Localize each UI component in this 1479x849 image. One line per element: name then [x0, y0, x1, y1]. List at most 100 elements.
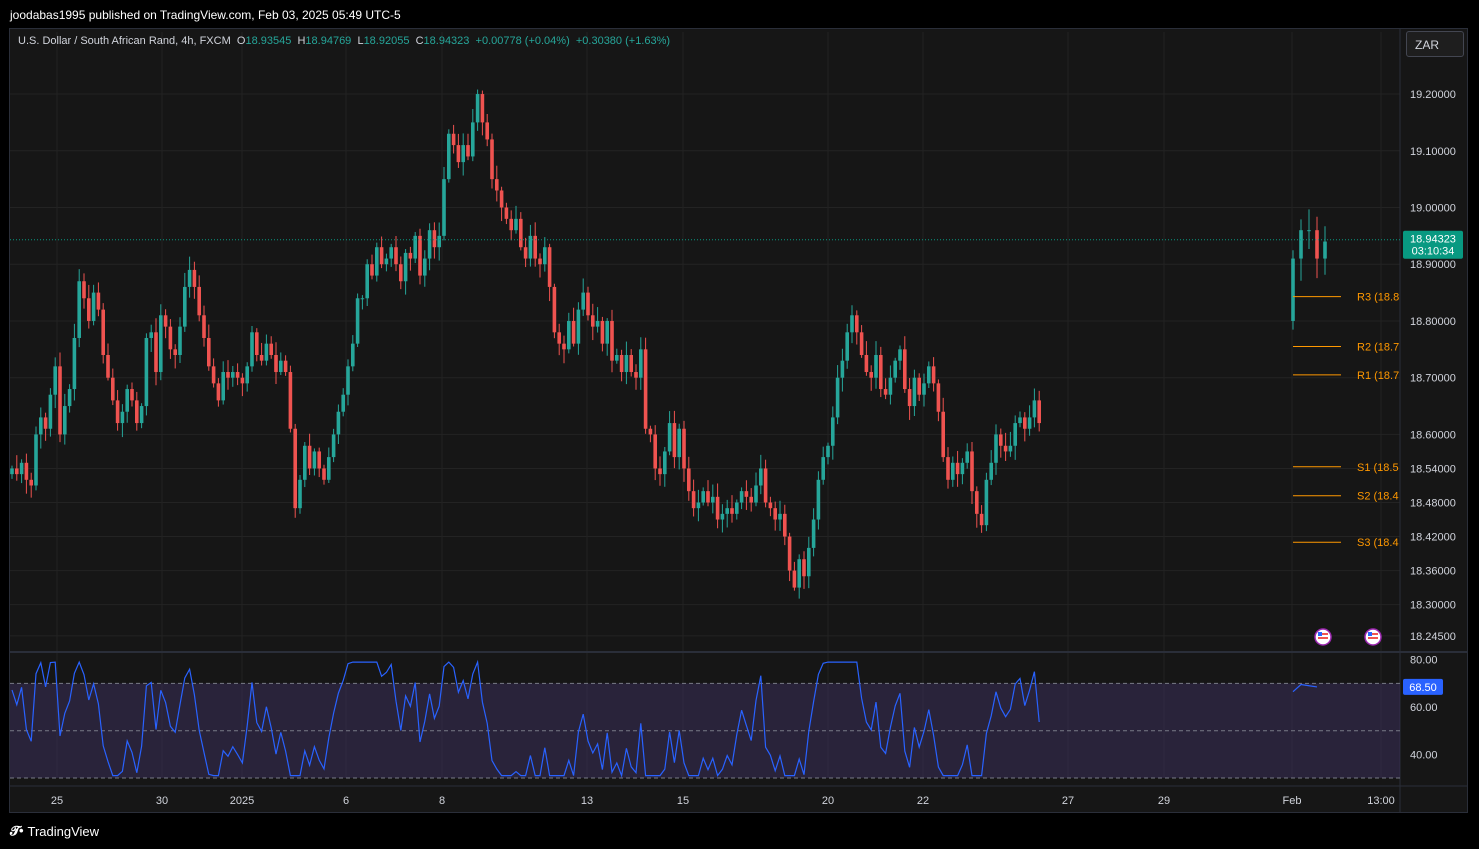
candle[interactable] — [605, 320, 609, 344]
candle[interactable] — [533, 235, 537, 259]
candle[interactable] — [571, 320, 576, 344]
candle[interactable] — [1323, 241, 1327, 259]
candle[interactable] — [144, 337, 149, 407]
candle[interactable] — [466, 145, 470, 157]
candle[interactable] — [1018, 417, 1022, 424]
candle[interactable] — [955, 462, 960, 475]
candle[interactable] — [259, 355, 264, 361]
candle[interactable] — [1291, 258, 1295, 321]
candle[interactable] — [927, 366, 931, 384]
candle[interactable] — [413, 235, 417, 259]
candle[interactable] — [951, 462, 955, 480]
candle[interactable] — [499, 190, 504, 208]
rsi-value-badge[interactable] — [1403, 678, 1443, 695]
candle[interactable] — [1299, 230, 1303, 259]
candle[interactable] — [173, 349, 177, 355]
candle[interactable] — [821, 457, 825, 480]
candle[interactable] — [696, 502, 701, 509]
candle[interactable] — [427, 230, 432, 259]
candle[interactable] — [634, 372, 638, 378]
candle[interactable] — [490, 139, 494, 180]
candle[interactable] — [231, 372, 235, 378]
candle[interactable] — [1315, 230, 1319, 259]
candle[interactable] — [931, 366, 936, 384]
candle[interactable] — [835, 377, 840, 418]
candle[interactable] — [120, 411, 125, 424]
candle[interactable] — [293, 428, 297, 509]
candle[interactable] — [619, 355, 624, 373]
candle[interactable] — [67, 389, 72, 407]
time-axis-tick[interactable]: 13 — [581, 795, 593, 807]
candle[interactable] — [15, 468, 19, 475]
candle[interactable] — [591, 315, 595, 327]
candle[interactable] — [202, 315, 206, 338]
candle[interactable] — [816, 479, 821, 520]
candle[interactable] — [903, 349, 907, 390]
candle[interactable] — [475, 94, 480, 123]
candle[interactable] — [1023, 417, 1027, 429]
candle[interactable] — [1307, 230, 1311, 232]
candle[interactable] — [139, 406, 144, 424]
candle[interactable] — [912, 377, 917, 407]
candle[interactable] — [87, 298, 91, 321]
candle[interactable] — [730, 508, 734, 514]
candle[interactable] — [797, 559, 801, 588]
candle[interactable] — [653, 434, 657, 469]
candle[interactable] — [975, 491, 979, 514]
time-axis-tick[interactable]: 22 — [917, 795, 929, 807]
candle[interactable] — [840, 360, 845, 378]
candle[interactable] — [91, 292, 96, 321]
candle[interactable] — [331, 434, 336, 458]
tradingview-brand[interactable]: 𝓣• TradingView — [10, 823, 99, 839]
candle[interactable] — [283, 360, 288, 373]
time-axis-tick[interactable]: 27 — [1062, 795, 1074, 807]
candle[interactable] — [643, 349, 648, 429]
candle[interactable] — [567, 320, 571, 350]
candle[interactable] — [53, 366, 57, 395]
candle[interactable] — [125, 389, 129, 412]
candle[interactable] — [595, 320, 600, 327]
candle[interactable] — [811, 519, 816, 548]
candle[interactable] — [365, 264, 369, 299]
candle[interactable] — [504, 207, 509, 219]
candle[interactable] — [1032, 400, 1037, 418]
candle[interactable] — [1013, 423, 1017, 446]
candle[interactable] — [456, 145, 461, 163]
candle[interactable] — [197, 286, 201, 316]
candle[interactable] — [994, 434, 998, 463]
candle[interactable] — [783, 513, 787, 537]
candle[interactable] — [898, 349, 902, 361]
candle[interactable] — [768, 502, 773, 509]
candle[interactable] — [187, 269, 192, 287]
time-axis-tick[interactable]: 30 — [156, 795, 168, 807]
candle[interactable] — [183, 286, 187, 327]
candle[interactable] — [883, 389, 888, 395]
candle[interactable] — [1003, 445, 1008, 452]
candle[interactable] — [970, 451, 974, 492]
candle[interactable] — [480, 94, 485, 123]
candle[interactable] — [447, 133, 451, 180]
candle[interactable] — [298, 479, 302, 509]
candle[interactable] — [360, 298, 365, 300]
chart-frame[interactable] — [9, 28, 1468, 813]
candle[interactable] — [269, 343, 273, 355]
time-axis-tick[interactable]: 8 — [439, 795, 445, 807]
candle[interactable] — [82, 281, 86, 299]
candle[interactable] — [672, 423, 677, 458]
candle[interactable] — [711, 496, 715, 503]
candle[interactable] — [394, 247, 398, 265]
candle[interactable] — [879, 355, 883, 390]
candle[interactable] — [519, 218, 523, 248]
candle[interactable] — [379, 247, 384, 265]
candle[interactable] — [552, 286, 557, 333]
candle[interactable] — [106, 355, 110, 378]
candle[interactable] — [831, 417, 835, 446]
candle[interactable] — [250, 332, 254, 367]
candle[interactable] — [715, 496, 720, 520]
time-axis-tick[interactable]: 6 — [343, 795, 349, 807]
candle[interactable] — [787, 536, 792, 571]
candle[interactable] — [773, 508, 777, 520]
candle[interactable] — [63, 406, 67, 435]
candle[interactable] — [691, 491, 696, 509]
candle[interactable] — [24, 462, 29, 480]
